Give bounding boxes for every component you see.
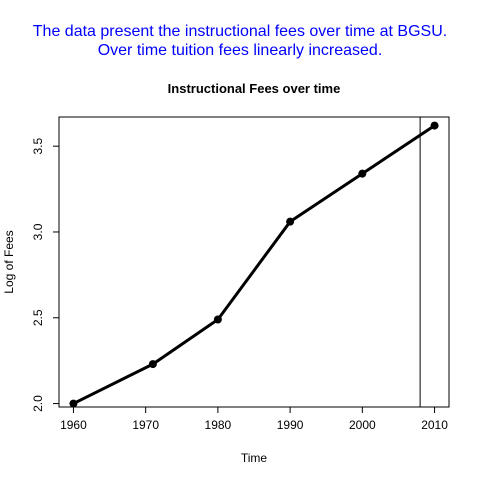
data-points [69, 121, 439, 408]
data-point [286, 217, 295, 226]
x-tick-label: 1960 [60, 418, 87, 432]
y-tick-label: 3.0 [31, 223, 45, 240]
x-axis: 1960 1970 1980 1990 2000 2010 [60, 407, 448, 432]
data-point [213, 315, 222, 324]
chart-title: Instructional Fees over time [168, 81, 341, 96]
y-tick-label: 2.5 [31, 309, 45, 326]
data-point [430, 121, 439, 130]
y-axis-label: Log of Fees [2, 230, 16, 293]
chart-caption: The data present the instructional fees … [0, 22, 480, 60]
x-tick-label: 2000 [349, 418, 376, 432]
data-point [69, 399, 78, 408]
x-tick-label: 1970 [132, 418, 159, 432]
data-point [148, 360, 157, 369]
y-tick-label: 3.5 [31, 138, 45, 155]
data-point [358, 169, 367, 178]
x-tick-label: 1980 [205, 418, 232, 432]
y-tick-label: 2.0 [31, 395, 45, 412]
caption-line-2: Over time tuition fees linearly increase… [97, 42, 383, 59]
plot-frame [58, 116, 450, 408]
series-line [71, 124, 437, 406]
y-axis: 2.0 2.5 3.0 3.5 [31, 138, 59, 412]
x-tick-label: 1990 [277, 418, 304, 432]
x-tick-label: 2010 [421, 418, 448, 432]
caption-line-1: The data present the instructional fees … [32, 23, 448, 40]
x-axis-label: Time [241, 451, 268, 465]
